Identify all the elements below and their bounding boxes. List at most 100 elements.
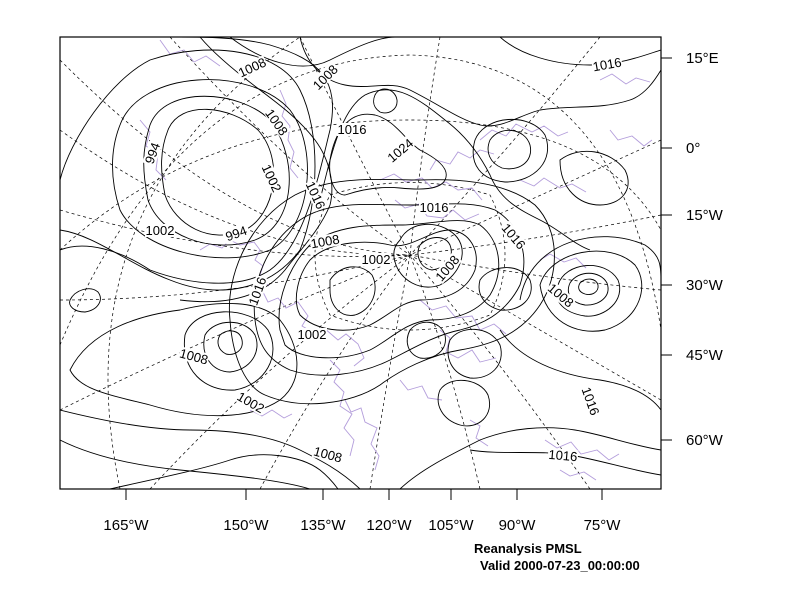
- contour-line: [393, 223, 463, 288]
- contour-line: [578, 278, 599, 295]
- contour-line: [296, 229, 477, 331]
- coastline-path: [329, 359, 355, 457]
- coastline-path: [344, 399, 380, 471]
- contour-line: [539, 250, 643, 332]
- contour-line: [112, 79, 308, 259]
- longitude-label: 135°W: [300, 517, 346, 534]
- latitude-label: 15°E: [686, 50, 719, 67]
- graticule-line: [409, 254, 481, 489]
- contour-line: [69, 288, 101, 313]
- coastline-path: [279, 89, 299, 179]
- contour-label: 1008: [312, 443, 344, 465]
- longitude-label: 90°W: [499, 517, 537, 534]
- contour-line: [472, 119, 549, 183]
- contour-line: [478, 267, 532, 311]
- graticule-line: [60, 254, 411, 411]
- coastline-path: [539, 253, 587, 269]
- contour-line: [519, 236, 661, 301]
- graticule-line: [60, 209, 411, 257]
- longitude-label: 165°W: [103, 517, 149, 534]
- graticule-line: [409, 254, 661, 291]
- coastline-path: [559, 469, 597, 481]
- contour-line: [319, 89, 591, 251]
- latitude-axis: [661, 57, 672, 441]
- contour-line: [559, 150, 629, 206]
- coastline-path: [249, 289, 317, 335]
- contour-line: [60, 439, 311, 489]
- contour-line: [253, 203, 525, 376]
- coastline-path: [519, 177, 587, 193]
- contour-line: [203, 321, 258, 373]
- contour-line: [183, 311, 274, 391]
- graticule-line: [149, 254, 411, 489]
- coastline-path: [479, 123, 569, 141]
- latitude-label: 60°W: [686, 432, 724, 449]
- latitude-labels: 15°E 0° 15°W 30°W 45°W 60°W: [686, 50, 724, 449]
- contour-line: [499, 37, 661, 66]
- contour-label: 1016: [592, 55, 623, 75]
- contour-label: 994: [223, 223, 249, 245]
- coastline-path: [159, 39, 221, 67]
- longitude-labels: 165°W 150°W 135°W 120°W 105°W 90°W 75°W: [103, 517, 621, 534]
- graticule-line: [409, 254, 661, 401]
- map-title: Reanalysis PMSL: [474, 541, 582, 556]
- contour-line: [60, 37, 333, 284]
- latitude-label: 30°W: [686, 277, 724, 294]
- contour-line: [373, 88, 398, 114]
- contour-line: [487, 130, 532, 170]
- valid-time: Valid 2000-07-23_00:00:00: [480, 558, 640, 573]
- contour-line: [399, 427, 661, 489]
- contour-label: 1002: [362, 252, 391, 267]
- contour-label: 1008: [310, 232, 341, 252]
- graticule-line: [409, 214, 661, 256]
- longitude-label: 150°W: [223, 517, 269, 534]
- contour-label: 1002: [298, 327, 327, 342]
- coastline-path: [439, 329, 497, 363]
- contour-line: [229, 37, 396, 67]
- map-frame: [59, 36, 662, 490]
- contour-line: [447, 328, 502, 379]
- longitude-label: 75°W: [584, 517, 622, 534]
- graticule-line: [409, 139, 661, 256]
- graticule-line: [314, 182, 506, 331]
- contour-label: 1002: [146, 223, 175, 238]
- latitude-label: 0°: [686, 140, 700, 157]
- contour-line: [60, 49, 316, 291]
- coastline-path: [469, 419, 489, 447]
- contour-label: 1016: [420, 200, 449, 215]
- contour-label: 1016: [548, 447, 578, 464]
- latitude-label: 15°W: [686, 207, 724, 224]
- contour-line: [299, 37, 661, 127]
- contour-label: 1016: [338, 122, 367, 137]
- contour-line: [217, 330, 243, 355]
- graticule-line: [60, 254, 411, 301]
- graticule: [60, 37, 661, 489]
- graticule-line: [60, 54, 661, 346]
- graticule-line: [169, 37, 411, 256]
- coastline-path: [599, 73, 651, 85]
- longitude-label: 105°W: [428, 517, 474, 534]
- graticule-line: [409, 254, 591, 489]
- longitude-label: 120°W: [366, 517, 412, 534]
- contour-line: [437, 379, 490, 427]
- graticule-line: [259, 254, 411, 489]
- contour-labels: 1008 1008 1016 1008 994 1002 1024 1016 1…: [142, 55, 623, 465]
- coastline-path: [609, 129, 653, 147]
- contour-line: [556, 265, 621, 317]
- contour-label: 1008: [178, 345, 210, 367]
- graticule-line: [409, 37, 601, 256]
- map-area: [60, 37, 661, 489]
- coastline-path: [394, 199, 480, 221]
- graticule-line: [299, 37, 411, 256]
- graticule-line: [107, 37, 301, 489]
- contour-line: [406, 321, 446, 359]
- coastline-path: [419, 299, 507, 335]
- contour-line: [143, 95, 290, 246]
- contour-line: [329, 266, 376, 316]
- contour-line: [60, 409, 361, 489]
- contour-line: [499, 329, 661, 411]
- contour-line: [109, 454, 339, 489]
- contour-line: [161, 108, 275, 236]
- coastline-path: [544, 439, 620, 461]
